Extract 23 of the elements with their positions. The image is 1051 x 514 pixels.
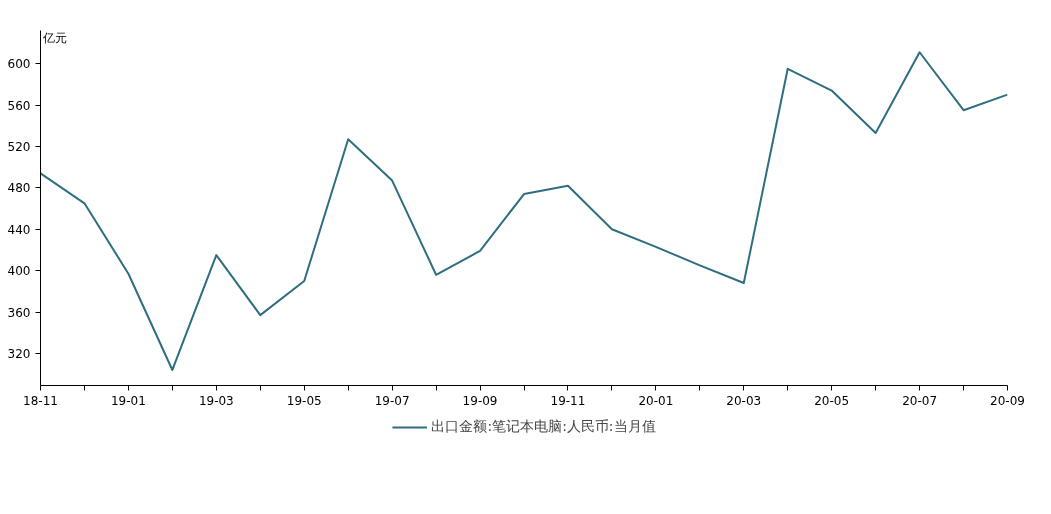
x-tick-label: 20-01 [638,393,674,408]
x-tick-label: 20-09 [990,393,1025,408]
y-tick-label: 320 [7,346,31,361]
x-tick-label: 19-07 [374,393,410,408]
y-tick-label: 520 [7,139,31,154]
y-tick-label: 480 [7,181,31,196]
x-tick-label: 19-11 [550,393,586,408]
legend-label: 出口金额:笔记本电脑:人民币:当月值 [431,418,656,436]
x-tick-label: 20-03 [726,393,762,408]
x-tick-label: 19-05 [286,393,322,408]
y-tick-label: 360 [7,305,31,320]
x-tick-label: 19-01 [110,393,146,408]
y-tick-label: 560 [7,98,31,113]
x-tick-label: 18-11 [23,393,58,408]
y-tick-label: 400 [7,264,31,279]
y-tick-label: 600 [7,57,31,72]
x-tick-label: 20-07 [902,393,938,408]
x-tick-label: 20-05 [814,393,850,408]
line-series [40,51,1008,371]
x-tick-label: 19-03 [198,393,234,408]
y-tick-label: 440 [7,222,31,237]
y-axis-title: 亿元 [41,30,67,45]
x-tick-label: 19-09 [462,393,498,408]
